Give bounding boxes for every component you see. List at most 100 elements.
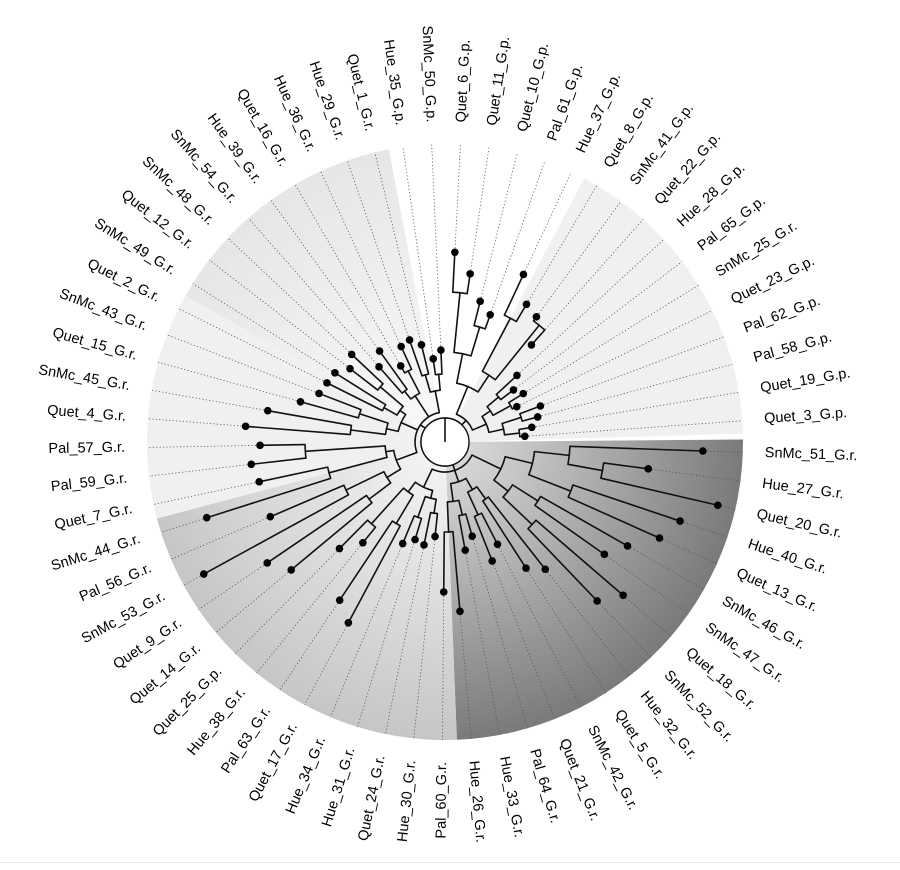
bottom-divider	[0, 862, 900, 863]
terminal-branch	[338, 520, 394, 601]
internal-branch	[461, 419, 467, 426]
tip-marker	[241, 422, 250, 431]
tip-marker	[199, 570, 208, 578]
terminal-branch	[338, 519, 369, 550]
internal-branch	[501, 416, 522, 425]
internal-branch	[437, 373, 441, 392]
tip-marker	[456, 607, 464, 616]
tip-marker	[593, 597, 601, 605]
tip-marker	[315, 389, 323, 398]
tip-guide-line	[454, 144, 461, 249]
internal-branch	[481, 317, 512, 373]
terminal-branch	[350, 353, 384, 385]
tip-guide-line	[320, 171, 400, 344]
tip-guide-line	[442, 595, 445, 740]
terminal-branch	[572, 484, 681, 522]
terminal-branch	[602, 462, 650, 470]
internal-branch	[395, 451, 418, 461]
terminal-branch	[259, 443, 306, 447]
tip-guide-line	[498, 547, 582, 708]
tip-marker	[527, 423, 536, 432]
tip-guide-line	[519, 239, 664, 374]
tip-marker	[359, 538, 367, 547]
tip-guide-line	[402, 146, 434, 355]
terminal-branch	[250, 457, 307, 466]
clade-sector-white	[388, 143, 585, 442]
tip-guide-line	[480, 152, 518, 298]
tip-guide-line	[527, 571, 607, 693]
internal-branch	[304, 445, 386, 453]
tip-marker	[420, 541, 428, 549]
tip-marker	[509, 386, 518, 394]
internal-branch	[455, 352, 464, 384]
tip-guide-line	[153, 482, 256, 505]
tip-guide-line	[533, 219, 644, 343]
terminal-branch	[349, 367, 379, 391]
internal-branch	[400, 421, 419, 431]
tip-marker	[541, 565, 550, 574]
tip-marker	[335, 596, 344, 604]
internal-branch	[424, 374, 432, 393]
internal-branch	[486, 396, 500, 408]
terminal-branch	[487, 496, 547, 571]
tip-marker	[429, 355, 437, 363]
node-arc	[414, 411, 440, 453]
tip-label: Pal_62_G.p.	[742, 293, 823, 336]
tip-marker	[347, 350, 356, 359]
tip-marker	[323, 379, 331, 387]
tip-marker	[398, 539, 407, 548]
clade-sector-mid	[156, 442, 457, 740]
tip-guide-line	[346, 160, 409, 337]
tip-label: Pal_60_G.r.	[434, 762, 451, 839]
terminal-branch	[600, 477, 719, 507]
tip-marker	[331, 369, 339, 377]
terminal-branch	[423, 511, 432, 546]
tip-marker	[287, 566, 296, 574]
tip-label: Pal_57_G.r.	[48, 440, 125, 457]
internal-branch	[328, 456, 388, 474]
terminal-branch	[482, 500, 527, 570]
tip-guide-line	[544, 336, 724, 405]
terminal-branch	[334, 372, 387, 406]
tip-marker	[439, 588, 448, 596]
terminal-branch	[269, 484, 345, 518]
tip-guide-line	[630, 547, 705, 590]
node-arc	[518, 429, 521, 437]
tip-marker	[699, 447, 707, 455]
node-arc	[456, 413, 474, 431]
tip-marker	[451, 248, 459, 257]
clade-sector-dark	[445, 439, 744, 740]
terminal-branch	[347, 524, 402, 624]
internal-branch	[379, 386, 404, 408]
tip-guide-line	[357, 543, 415, 727]
internal-branch	[368, 482, 392, 500]
internal-branch	[407, 481, 417, 493]
internal-branch	[465, 477, 474, 491]
tip-guide-line	[235, 551, 337, 655]
terminal-branch	[378, 366, 403, 394]
tip-marker	[466, 270, 474, 278]
terminal-branch	[473, 300, 481, 327]
tip-guide-line	[706, 450, 743, 453]
terminal-branch	[244, 425, 352, 436]
terminal-branch	[527, 527, 598, 602]
tip-label: Quet_20_G.r.	[755, 506, 843, 541]
clade-shading	[146, 143, 744, 740]
internal-branch	[384, 449, 395, 453]
internal-branch	[466, 491, 479, 516]
terminal-branch	[299, 400, 360, 419]
tip-marker	[521, 432, 529, 441]
internal-branch	[449, 482, 454, 503]
terminal-branch	[420, 344, 430, 375]
terminal-branch	[326, 382, 384, 412]
internal-branch	[399, 409, 407, 416]
tip-guide-line	[538, 201, 622, 314]
internal-branch	[385, 427, 399, 433]
internal-branch	[383, 406, 398, 416]
tip-marker	[519, 389, 528, 398]
tip-marker	[600, 550, 609, 559]
tip-guide-line	[160, 518, 204, 533]
tip-marker	[461, 546, 470, 554]
tip-guide-lines	[147, 144, 743, 740]
